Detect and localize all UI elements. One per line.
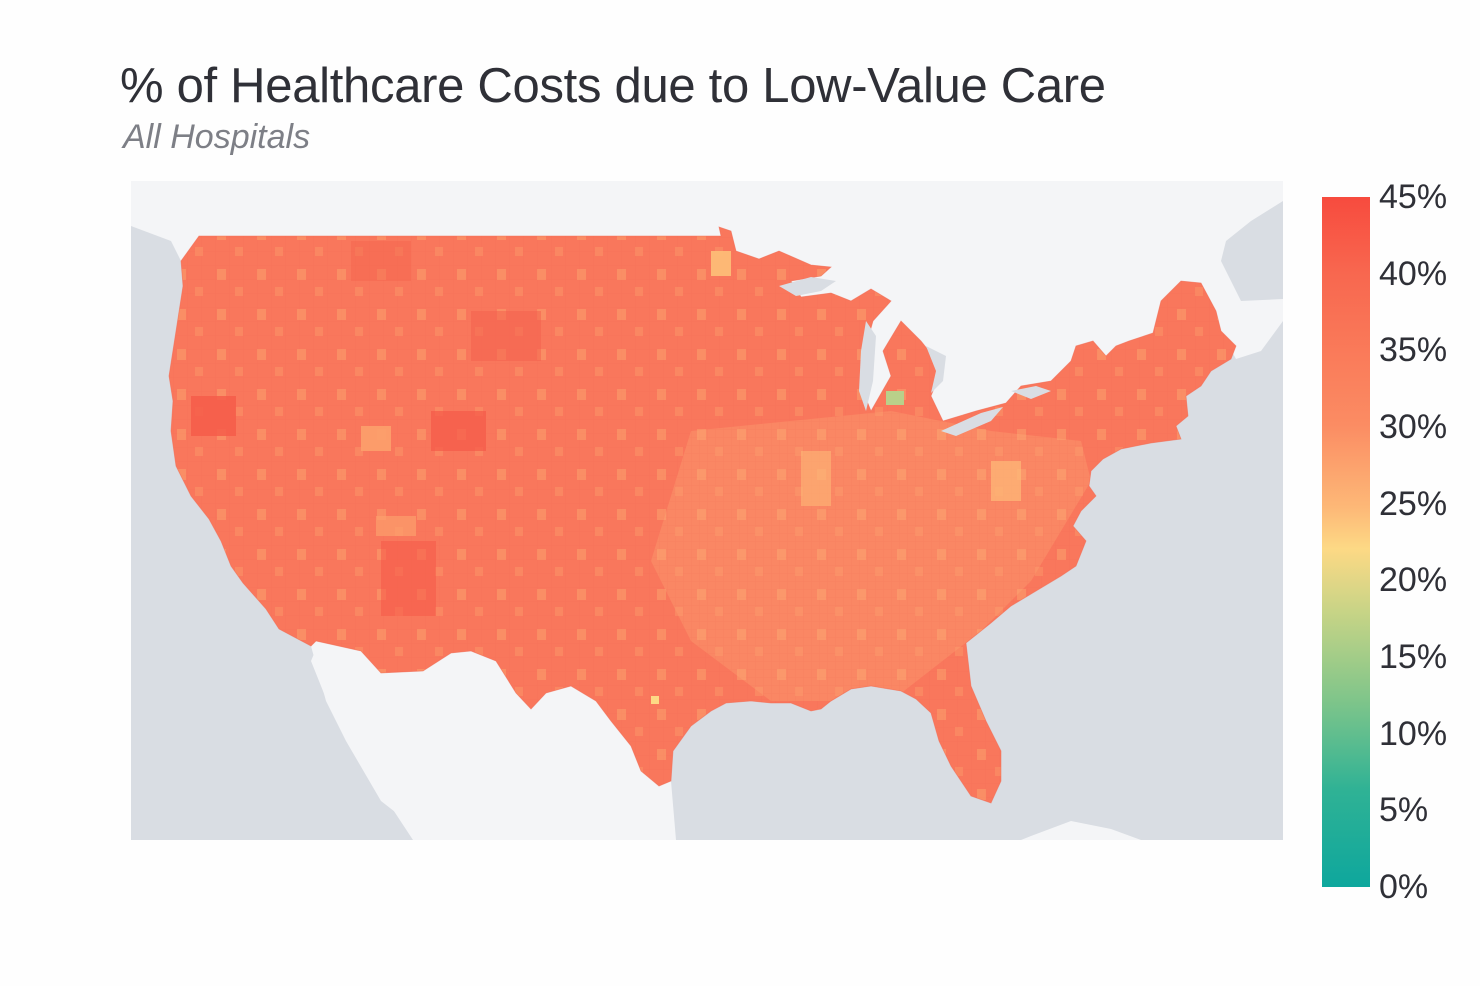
legend-tick-label: 0%: [1379, 868, 1429, 906]
legend-tick-label: 5%: [1379, 791, 1429, 830]
mexico-land: [311, 641, 676, 840]
canada-land: [131, 181, 1283, 421]
legend-tick-label: 45%: [1379, 178, 1448, 216]
legend-tick-label: 30%: [1379, 408, 1448, 446]
baja-land: [311, 649, 431, 840]
chart-title: % of Healthcare Costs due to Low-Value C…: [120, 59, 1106, 113]
legend-tick-label: 35%: [1379, 331, 1448, 370]
chart-subtitle: All Hospitals: [123, 118, 311, 156]
legend-tick-label: 40%: [1379, 254, 1448, 293]
lake-superior: [779, 277, 836, 296]
legend-tick-label: 15%: [1379, 638, 1448, 676]
legend-tick-label: 20%: [1379, 561, 1448, 600]
lake-erie: [941, 407, 1003, 436]
lake-ontario: [1011, 386, 1051, 399]
legend-tick-label: 10%: [1379, 714, 1448, 753]
cuba-land: [1021, 821, 1141, 840]
lake-michigan: [859, 321, 876, 411]
color-scale-bar: [1322, 197, 1370, 887]
choropleth-map[interactable]: [131, 181, 1283, 840]
lake-huron: [926, 346, 946, 393]
legend-tick-label: 25%: [1379, 484, 1448, 523]
